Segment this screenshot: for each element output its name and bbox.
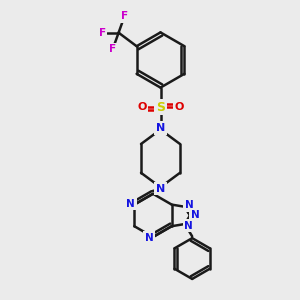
Text: F: F bbox=[121, 11, 128, 21]
Text: O: O bbox=[174, 102, 184, 112]
Text: S: S bbox=[156, 100, 165, 114]
Text: N: N bbox=[191, 210, 200, 220]
Text: N: N bbox=[145, 233, 154, 243]
Text: F: F bbox=[109, 44, 116, 54]
Text: N: N bbox=[184, 220, 193, 230]
Text: O: O bbox=[137, 102, 147, 112]
Text: N: N bbox=[185, 200, 194, 210]
Text: N: N bbox=[126, 199, 135, 209]
Text: F: F bbox=[98, 28, 106, 38]
Text: N: N bbox=[156, 123, 165, 133]
Text: N: N bbox=[156, 184, 165, 194]
